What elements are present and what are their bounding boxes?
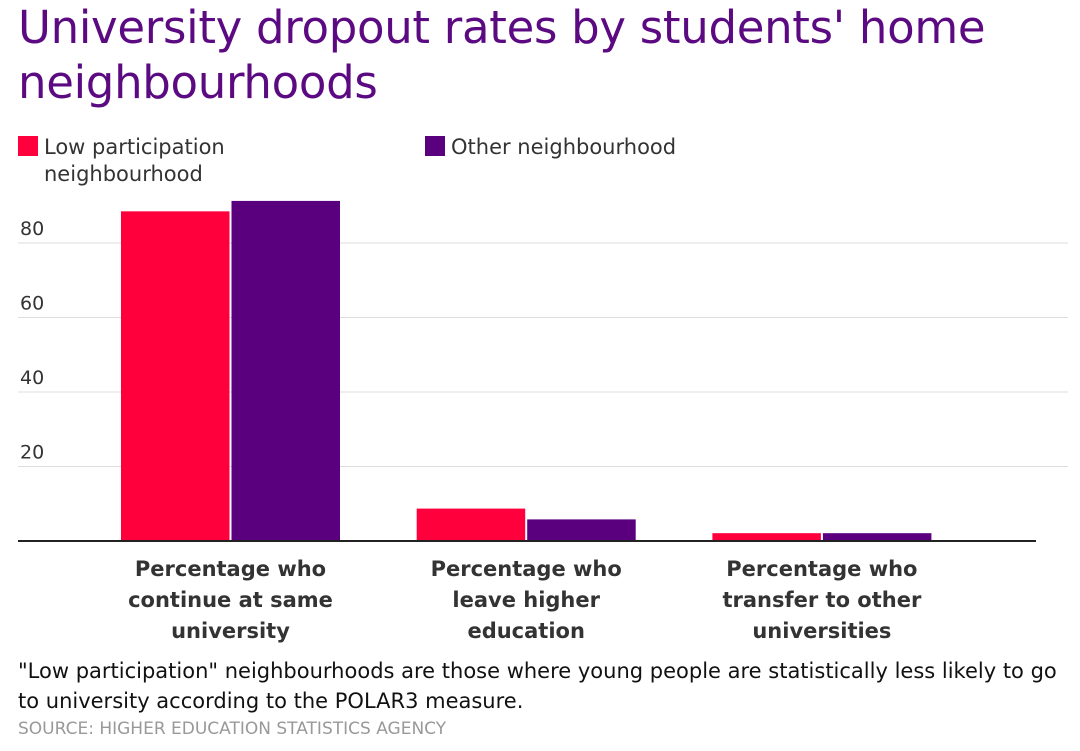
bar-low-1 bbox=[416, 508, 526, 541]
x-category-label: continue at same bbox=[128, 588, 333, 612]
legend-swatch-other bbox=[425, 136, 445, 156]
y-tick-label-40: 40 bbox=[20, 367, 44, 389]
x-category-label: university bbox=[171, 619, 290, 643]
x-category-label: Percentage who bbox=[135, 557, 326, 581]
legend-label-low: Low participation neighbourhood bbox=[44, 135, 225, 186]
footnote: "Low participation" neighbourhoods are t… bbox=[18, 659, 1057, 713]
bar-other-0 bbox=[231, 200, 340, 541]
bar-low-0 bbox=[121, 211, 230, 541]
x-category-label: transfer to other bbox=[722, 588, 921, 612]
legend-item-other: Other neighbourhood bbox=[425, 134, 725, 161]
x-category-label: leave higher bbox=[452, 588, 600, 612]
bar-other-1 bbox=[527, 519, 636, 541]
y-tick-label-60: 60 bbox=[20, 293, 44, 315]
y-tick-label-80: 80 bbox=[20, 218, 44, 240]
y-tick-label-20: 20 bbox=[20, 442, 44, 464]
bar-low-2 bbox=[712, 533, 821, 541]
x-category-label: Percentage who bbox=[431, 557, 622, 581]
x-category-label: Percentage who bbox=[726, 557, 917, 581]
legend-label-other: Other neighbourhood bbox=[451, 135, 677, 159]
chart-title: University dropout rates by students' ho… bbox=[18, 1, 986, 109]
legend-item-low-participation: Low participation neighbourhood bbox=[18, 134, 258, 188]
x-category-label: universities bbox=[752, 619, 891, 643]
bar-chart: 20 40 60 80 Percentage who continue at same un… bbox=[18, 200, 1068, 643]
x-category-label: education bbox=[467, 619, 584, 643]
bar-other-2 bbox=[822, 533, 932, 541]
legend-swatch-low bbox=[18, 136, 38, 156]
source-credit: SOURCE: HIGHER EDUCATION STATISTICS AGEN… bbox=[18, 719, 447, 739]
